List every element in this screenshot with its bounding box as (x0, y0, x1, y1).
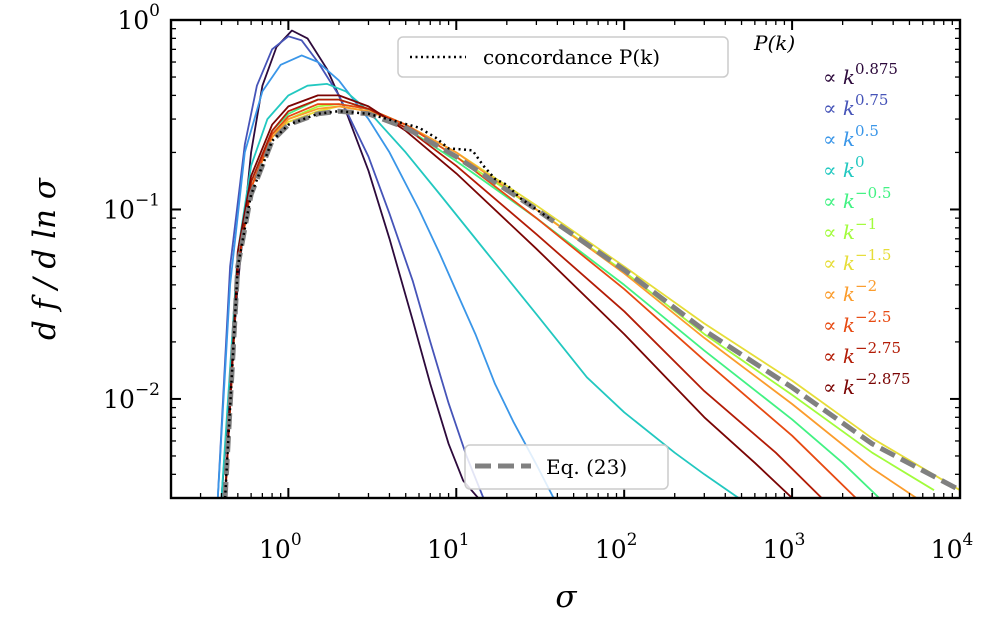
series-line-8 (224, 103, 857, 498)
pk-legend-entry-5: ∝ k−1 (823, 215, 877, 244)
legend-eq-box (464, 444, 669, 490)
pk-legend-entry-10: ∝ k−2.875 (823, 370, 911, 399)
x-tick-label-0: 100 (259, 530, 302, 564)
legend-concordance-box (397, 36, 729, 78)
pk-legend-entry-3: ∝ k0 (823, 153, 865, 182)
legend-eq: Eq. (23) (464, 444, 669, 490)
legend-concordance-label: concordance P(k) (483, 45, 660, 69)
y-tick-label-2: 10−2 (103, 380, 160, 414)
y-tick-label-1: 10−1 (103, 190, 160, 224)
pk-legend-entry-2: ∝ k0.5 (823, 122, 879, 151)
x-tick-label-4: 104 (931, 530, 974, 564)
plot-frame (169, 18, 962, 500)
series-line-10 (224, 94, 793, 498)
pk-legend-entry-1: ∝ k0.75 (823, 91, 888, 120)
legend-eq-label: Eq. (23) (546, 455, 627, 479)
pk-legend-entry-8: ∝ k−2.5 (823, 308, 891, 337)
series-line-4 (224, 98, 880, 498)
series-line-9 (224, 98, 823, 498)
ticks-layer: 100 101 102 103 104 100 10−1 10−2 (103, 1, 973, 564)
legend-concordance: concordance P(k) (397, 36, 729, 78)
x-tick-label-2: 102 (595, 530, 638, 564)
pk-legend-entry-4: ∝ k−0.5 (823, 184, 891, 213)
series-line-7 (224, 105, 917, 498)
pk-legend-entry-0: ∝ k0.875 (823, 60, 898, 89)
series-line-3 (220, 83, 740, 498)
x-tick-label-3: 103 (763, 530, 806, 564)
pk-legend-entry-6: ∝ k−1.5 (823, 246, 891, 275)
series-line-1 (216, 35, 485, 498)
series-line-2 (216, 54, 555, 498)
pk-legend-header: P(k) (753, 31, 795, 55)
pk-legend: ∝ k0.875∝ k0.75∝ k0.5∝ k0∝ k−0.5∝ k−1∝ k… (823, 60, 911, 399)
x-tick-label-1: 101 (427, 530, 470, 564)
x-axis-label: σ (555, 579, 577, 615)
series-line-12 (223, 109, 553, 498)
y-tick-label-0: 100 (117, 1, 160, 35)
series-line-11 (222, 108, 960, 498)
pk-legend-entry-9: ∝ k−2.75 (823, 339, 901, 368)
series-layer (216, 29, 960, 498)
y-axis-label: d f / d ln σ (27, 177, 63, 340)
pk-legend-entry-7: ∝ k−2 (823, 277, 877, 306)
